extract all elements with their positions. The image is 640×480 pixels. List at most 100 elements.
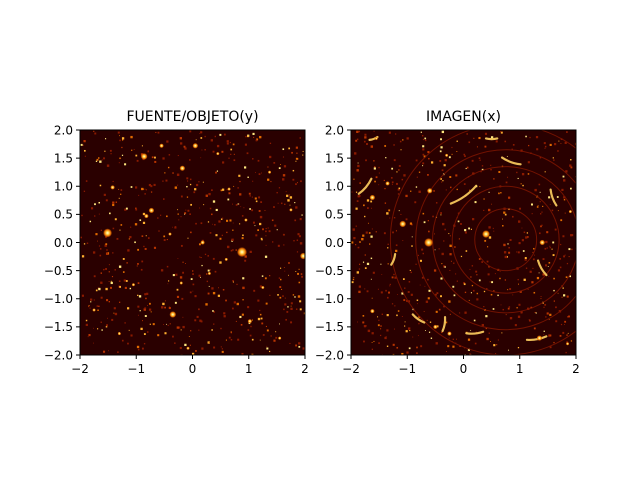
y-tick-label: −0.5 bbox=[44, 264, 73, 278]
noise-speck bbox=[211, 287, 213, 289]
noise-speck bbox=[101, 230, 102, 231]
noise-speck bbox=[141, 269, 143, 271]
noise-speck bbox=[415, 264, 416, 265]
noise-speck bbox=[129, 236, 131, 238]
y-tick-label: −1.5 bbox=[315, 320, 344, 334]
noise-speck bbox=[266, 326, 267, 327]
noise-speck bbox=[153, 323, 155, 325]
noise-speck bbox=[138, 315, 139, 316]
bright-source bbox=[118, 332, 121, 335]
noise-speck bbox=[544, 331, 545, 332]
noise-speck bbox=[380, 335, 381, 336]
noise-speck bbox=[189, 189, 190, 190]
noise-speck bbox=[154, 247, 156, 249]
noise-speck bbox=[167, 266, 169, 268]
noise-speck bbox=[353, 228, 355, 230]
noise-speck bbox=[295, 271, 296, 272]
noise-speck bbox=[466, 168, 467, 169]
noise-speck bbox=[215, 172, 217, 174]
noise-speck bbox=[544, 304, 546, 306]
noise-speck bbox=[227, 143, 229, 145]
noise-speck bbox=[378, 342, 380, 344]
noise-speck bbox=[550, 144, 552, 146]
bright-source bbox=[447, 331, 452, 336]
noise-speck bbox=[111, 319, 113, 321]
noise-speck bbox=[181, 245, 183, 247]
noise-speck bbox=[177, 174, 179, 176]
noise-speck bbox=[267, 179, 269, 181]
noise-speck bbox=[247, 152, 249, 154]
noise-speck bbox=[399, 210, 400, 211]
noise-speck bbox=[147, 331, 149, 333]
noise-speck bbox=[463, 154, 465, 156]
noise-speck bbox=[227, 140, 229, 142]
noise-speck bbox=[358, 291, 360, 293]
noise-speck bbox=[401, 149, 402, 150]
bright-source bbox=[103, 228, 112, 237]
noise-speck bbox=[84, 150, 86, 152]
noise-speck bbox=[269, 156, 271, 158]
noise-speck bbox=[507, 243, 508, 244]
noise-speck bbox=[125, 287, 127, 289]
noise-speck bbox=[483, 306, 484, 307]
noise-speck bbox=[505, 256, 507, 258]
y-tick-label: −2.0 bbox=[315, 348, 344, 362]
noise-speck bbox=[425, 330, 426, 331]
noise-speck bbox=[406, 218, 408, 220]
noise-speck bbox=[145, 189, 146, 190]
noise-speck bbox=[238, 175, 240, 177]
noise-speck bbox=[365, 254, 366, 255]
noise-speck bbox=[555, 320, 557, 322]
noise-speck bbox=[93, 131, 94, 132]
noise-speck bbox=[358, 163, 359, 164]
noise-speck bbox=[279, 187, 280, 188]
noise-speck bbox=[252, 339, 254, 341]
noise-speck bbox=[119, 266, 121, 268]
noise-speck bbox=[518, 220, 520, 222]
noise-speck bbox=[374, 167, 376, 169]
noise-speck bbox=[452, 154, 453, 155]
noise-speck bbox=[378, 320, 379, 321]
noise-speck bbox=[203, 182, 204, 183]
noise-speck bbox=[451, 261, 452, 262]
noise-speck bbox=[105, 268, 107, 270]
noise-speck bbox=[98, 288, 100, 290]
noise-speck bbox=[253, 222, 255, 224]
noise-speck bbox=[284, 303, 286, 305]
noise-speck bbox=[111, 281, 112, 282]
noise-speck bbox=[281, 203, 283, 205]
noise-speck bbox=[207, 281, 208, 282]
noise-speck bbox=[224, 315, 226, 317]
noise-speck bbox=[451, 147, 452, 148]
noise-speck bbox=[231, 339, 232, 340]
noise-speck bbox=[507, 177, 508, 178]
noise-speck bbox=[290, 308, 292, 310]
noise-speck bbox=[296, 308, 297, 309]
x-tick-label: 0 bbox=[460, 362, 468, 376]
noise-speck bbox=[104, 194, 106, 196]
noise-speck bbox=[215, 234, 217, 236]
noise-speck bbox=[364, 134, 366, 136]
noise-speck bbox=[527, 232, 528, 233]
noise-speck bbox=[409, 330, 410, 331]
noise-speck bbox=[399, 165, 401, 167]
noise-speck bbox=[166, 140, 168, 142]
noise-speck bbox=[507, 156, 508, 157]
noise-speck bbox=[384, 232, 386, 234]
noise-speck bbox=[119, 302, 120, 303]
noise-speck bbox=[134, 149, 135, 150]
noise-speck bbox=[242, 287, 244, 289]
noise-speck bbox=[273, 162, 275, 164]
noise-speck bbox=[388, 292, 390, 294]
noise-speck bbox=[218, 295, 220, 297]
noise-speck bbox=[294, 220, 296, 222]
noise-speck bbox=[182, 272, 184, 274]
noise-speck bbox=[416, 347, 418, 349]
noise-speck bbox=[491, 294, 493, 296]
noise-speck bbox=[285, 298, 286, 299]
noise-speck bbox=[522, 239, 524, 241]
noise-speck bbox=[378, 184, 379, 185]
noise-speck bbox=[396, 230, 397, 231]
noise-speck bbox=[144, 293, 146, 295]
noise-speck bbox=[119, 140, 121, 142]
